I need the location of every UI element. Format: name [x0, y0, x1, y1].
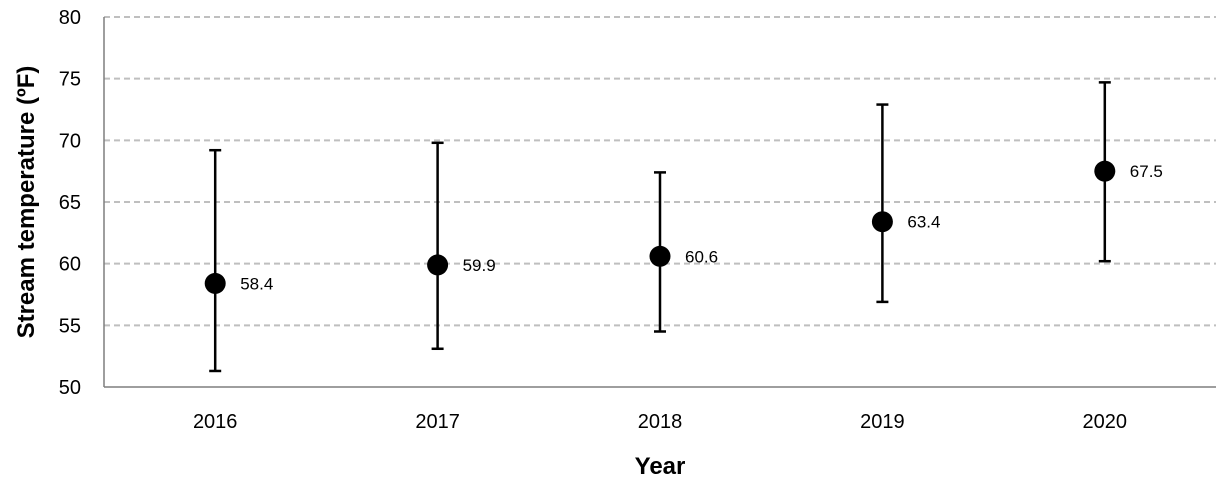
error-bar — [209, 148, 222, 373]
data-label: 63.4 — [907, 213, 940, 232]
data-point — [204, 272, 226, 294]
error-bar — [431, 141, 444, 351]
x-tick-labels: 2016 2017 2018 2019 2020 — [193, 411, 1127, 433]
x-tick-label: 2016 — [193, 411, 238, 433]
y-tick-label: 50 — [59, 377, 81, 399]
y-tick-label: 60 — [59, 254, 81, 276]
y-axis-title: Stream temperature (ºF) — [13, 66, 40, 339]
x-tick-label: 2019 — [860, 411, 905, 433]
error-bar — [876, 103, 889, 304]
data-label: 59.9 — [463, 256, 496, 275]
y-tick-label: 65 — [59, 192, 81, 214]
data-point — [871, 211, 893, 233]
y-tick-label: 70 — [59, 130, 81, 152]
axes — [103, 17, 1216, 388]
x-tick-label: 2017 — [415, 411, 460, 433]
data-point — [649, 245, 671, 267]
data-label: 67.5 — [1130, 162, 1163, 181]
data-label: 58.4 — [240, 274, 273, 293]
data-label: 60.6 — [685, 247, 718, 266]
y-tick-labels: 50 55 60 65 70 75 80 — [59, 7, 81, 399]
data-point — [427, 254, 449, 276]
data-point — [1094, 160, 1116, 182]
y-tick-label: 55 — [59, 315, 81, 337]
data-series: 58.4 59.9 60.6 63.4 67.5 — [204, 81, 1163, 373]
x-tick-label: 2020 — [1083, 411, 1128, 433]
y-tick-label: 75 — [59, 69, 81, 91]
x-axis-title: Year — [635, 453, 686, 480]
y-tick-label: 80 — [59, 7, 81, 29]
x-tick-label: 2018 — [638, 411, 683, 433]
